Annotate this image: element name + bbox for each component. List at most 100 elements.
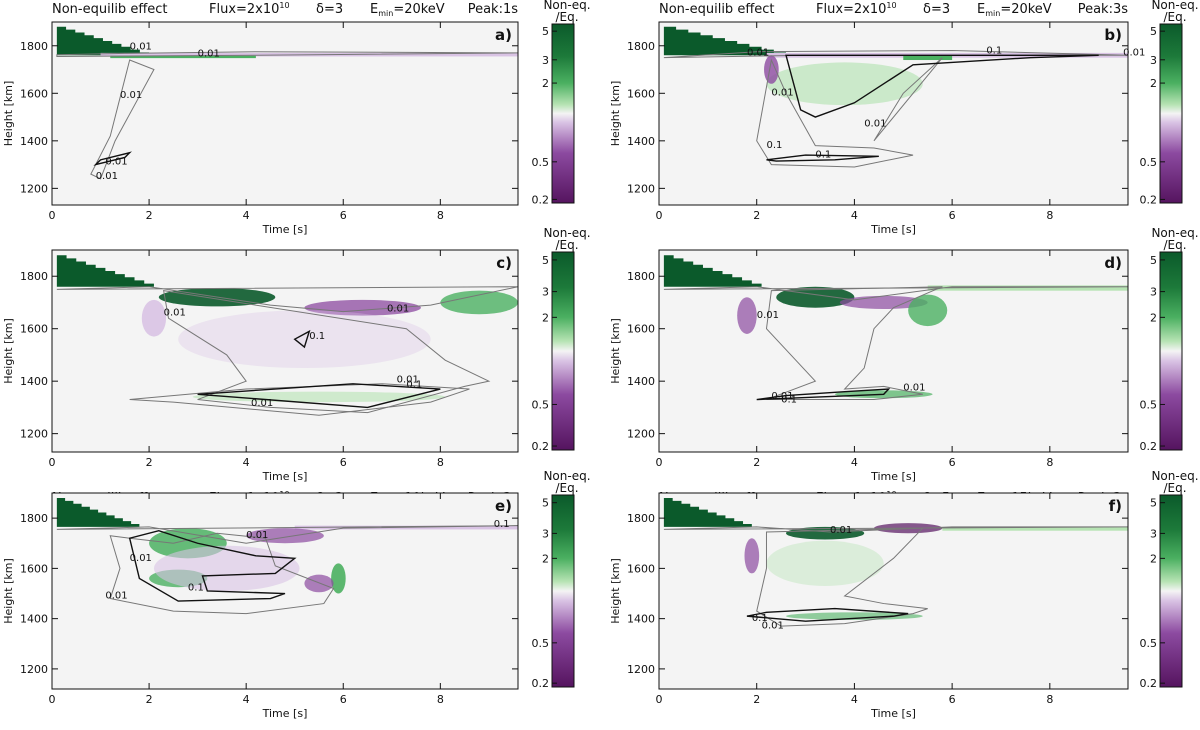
panel-tag: f)	[1109, 497, 1122, 515]
colorbar-tick-label: 2	[542, 77, 549, 90]
plot-frame	[51, 21, 519, 206]
intensity-region	[744, 538, 760, 574]
panel-b: Non-equilib effect Flux=2x1010 δ=3 Emin=20k…	[609, 0, 1199, 236]
contour-label: 0.01	[130, 553, 152, 564]
x-tick-label: 2	[753, 456, 760, 469]
y-axis-label: Height [km]	[609, 318, 622, 384]
y-tick-label: 1200	[627, 182, 655, 195]
x-tick-label: 0	[49, 693, 56, 706]
colorbar-label: Non-eq.	[1151, 226, 1198, 240]
intensity-band	[942, 526, 1128, 531]
panel-c: Non-equilib effectFlux=5x1010δ=3Emin=20k…	[2, 226, 591, 483]
panel-a: Non-equilib effect Flux=2x1010 δ=3 Emin=20k…	[2, 0, 591, 236]
intensity-region	[141, 299, 167, 337]
intensity-band	[927, 285, 1128, 291]
contour-line-thin	[765, 286, 943, 401]
intensity-band	[110, 55, 256, 59]
contour-label: 0.01	[251, 398, 273, 409]
intensity-region	[192, 391, 446, 403]
intensity-region	[737, 297, 757, 334]
panel-e: Non-equilib effectFlux=1x1010δ=3Emin=10k…	[2, 469, 591, 720]
colorbar-label: Non-eq.	[1151, 0, 1198, 12]
x-axis-label: Time [s]	[870, 707, 916, 720]
x-tick-label: 6	[949, 456, 956, 469]
contour-label: 0.01	[96, 171, 118, 182]
colorbar-gradient	[551, 251, 575, 451]
colorbar-label: Non-eq.	[543, 0, 590, 12]
contour-label: 0.01	[198, 48, 220, 59]
contour-label: 0.01	[757, 310, 779, 321]
emin-label: Emin=20keV	[977, 2, 1052, 18]
y-tick-label: 1200	[20, 428, 48, 441]
colorbar-tick-label: 0.2	[532, 193, 550, 206]
peak-label: Peak:3s	[1078, 2, 1129, 17]
contour-label: 0.1	[188, 582, 204, 593]
plot-frame	[658, 21, 1129, 206]
y-axis-label: Height [km]	[609, 81, 622, 147]
panel-d: Non-equilib effectFlux=2x1010δ=6Emin=20k…	[609, 226, 1199, 483]
contour-line-thin	[129, 383, 470, 416]
y-tick-label: 1600	[627, 323, 655, 336]
plot-frame	[658, 249, 1129, 453]
y-tick-label: 1800	[627, 270, 655, 283]
y-tick-label: 1400	[627, 135, 655, 148]
flux-label: Flux=2x1010	[209, 1, 290, 17]
y-tick-label: 1200	[20, 182, 48, 195]
contour-label: 0.01	[864, 119, 886, 130]
colorbar-tick-label: 5	[1150, 25, 1157, 38]
contour-label: 0.01	[120, 90, 142, 101]
delta-label: δ=3	[316, 2, 343, 17]
panel-tag: a)	[495, 26, 512, 44]
contour-label: 0.1	[781, 395, 797, 406]
colorbar-tick-label: 5	[542, 25, 549, 38]
contour-line-thin	[56, 51, 519, 57]
x-axis-label: Time [s]	[870, 223, 916, 236]
contour-label: 0.01	[397, 374, 419, 385]
colorbar-tick-label: 2	[1150, 311, 1157, 324]
panel-tag: b)	[1104, 26, 1122, 44]
intensity-step-region	[663, 26, 787, 56]
colorbar-label: /Eq.	[1163, 481, 1186, 495]
colorbar-tick-label: 0.2	[532, 440, 550, 453]
colorbar-label: Non-eq.	[1151, 469, 1198, 483]
contour-label: 0.01	[747, 47, 769, 58]
contour-label: 0.01	[771, 88, 793, 99]
intensity-region	[908, 294, 948, 327]
panel-tag: d)	[1104, 254, 1122, 272]
colorbar-gradient	[1159, 494, 1183, 688]
intensity-step-region	[56, 498, 140, 527]
contour-label: 0.01	[387, 304, 409, 315]
plot-frame	[51, 249, 519, 453]
contour-label: 0.01	[1123, 47, 1145, 58]
colorbar-gradient	[1159, 251, 1183, 451]
contour-label: 0.01	[762, 621, 784, 632]
contour-label: 0.1	[309, 331, 325, 342]
y-tick-label: 1800	[627, 512, 655, 525]
contour-label: 0.01	[105, 591, 127, 602]
contour-line-thick	[756, 388, 891, 401]
x-tick-label: 8	[1046, 693, 1053, 706]
colorbar-tick-label: 5	[542, 254, 549, 267]
y-tick-label: 1600	[20, 87, 48, 100]
colorbar-label: /Eq.	[1163, 10, 1186, 24]
intensity-region	[304, 299, 421, 316]
delta-label: δ=3	[923, 2, 950, 17]
colorbar: Non-eq./Eq. 5 3 2 0.5 0.2	[532, 469, 591, 690]
x-tick-label: 4	[851, 456, 858, 469]
contour-label: 0.1	[752, 613, 768, 624]
y-tick-label: 1800	[20, 512, 48, 525]
y-tick-label: 1200	[627, 663, 655, 676]
contour-line-thin	[163, 290, 491, 414]
colorbar-gradient	[551, 494, 575, 688]
contour-line-thin	[109, 532, 335, 615]
intensity-region	[440, 290, 518, 315]
x-tick-label: 2	[146, 693, 153, 706]
y-tick-label: 1600	[20, 323, 48, 336]
intensity-band	[903, 55, 953, 61]
plot-frame	[51, 492, 519, 690]
x-tick-label: 6	[340, 209, 347, 222]
colorbar-tick-label: 0.5	[1140, 156, 1158, 169]
y-axis-label: Height [km]	[2, 558, 15, 624]
colorbar: Non-eq./Eq. 5 3 2 0.5 0.2	[1140, 226, 1199, 453]
x-tick-label: 4	[243, 456, 250, 469]
